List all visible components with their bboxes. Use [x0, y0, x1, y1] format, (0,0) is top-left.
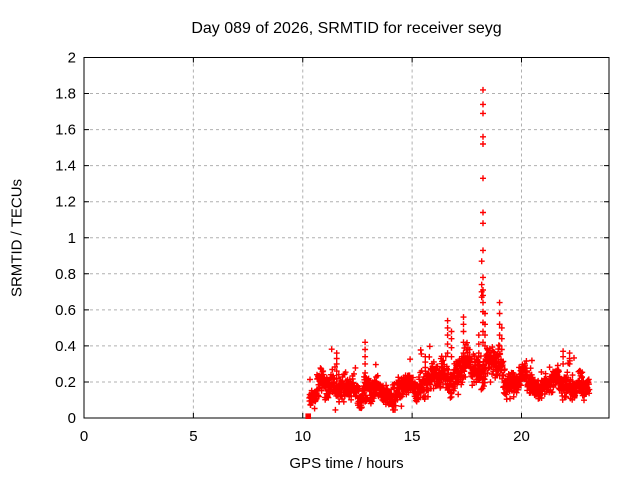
- y-tick-label: 1.2: [55, 194, 76, 211]
- x-tick-label: 5: [189, 428, 197, 445]
- y-tick-label: 0.4: [55, 338, 76, 355]
- y-tick-label: 0: [68, 410, 76, 427]
- tick-marks: [83, 57, 609, 419]
- y-tick-label: 0.8: [55, 266, 76, 283]
- x-axis-label: GPS time / hours: [289, 455, 404, 472]
- x-tick-label: 15: [404, 428, 421, 445]
- data-points: [306, 86, 593, 413]
- y-tick-label: 0.2: [55, 374, 76, 391]
- zero-point-square: [305, 413, 312, 419]
- y-tick-label: 1.4: [55, 158, 76, 175]
- grid-lines: [84, 57, 609, 418]
- y-tick-label: 0.6: [55, 302, 76, 319]
- y-tick-label: 1: [68, 230, 76, 247]
- x-tick-label: 0: [80, 428, 88, 445]
- x-tick-label: 20: [513, 428, 530, 445]
- x-tick-label: 10: [294, 428, 311, 445]
- chart-title: Day 089 of 2026, SRMTID for receiver sey…: [191, 20, 502, 37]
- y-tick-label: 2: [68, 50, 76, 67]
- y-tick-label: 1.8: [55, 86, 76, 103]
- y-tick-label: 1.6: [55, 122, 76, 139]
